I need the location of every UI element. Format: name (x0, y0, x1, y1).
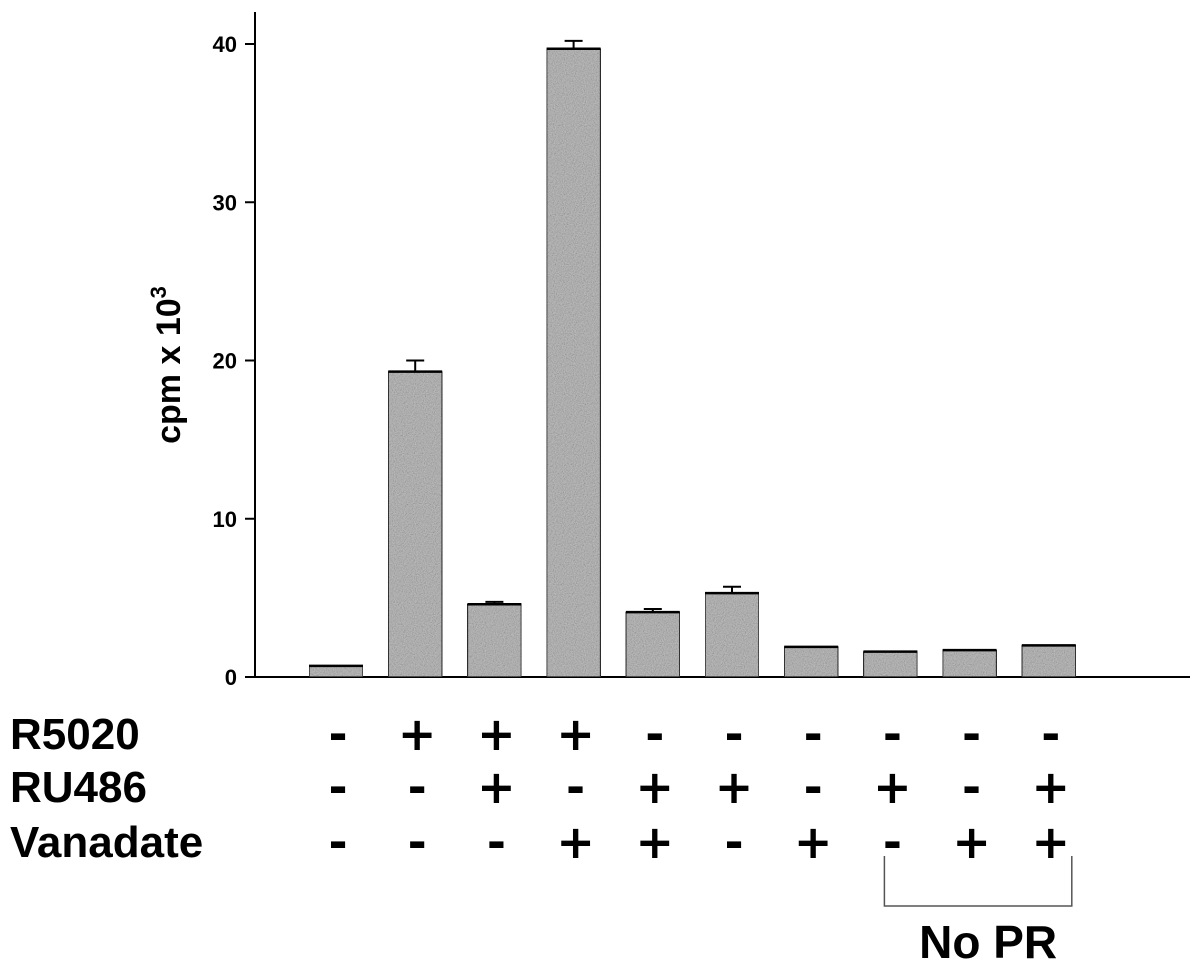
bars (308, 39, 1077, 678)
treatment-sign: - (408, 760, 427, 814)
y-tick-label: 0 (225, 665, 237, 690)
bar (466, 603, 523, 678)
bar (704, 592, 760, 678)
treatment-sign: - (566, 760, 585, 814)
treatment-sign: - (724, 707, 743, 761)
bar (308, 665, 364, 678)
y-axis-label-text: cpm x 10 (150, 298, 188, 444)
y-tick-label: 40 (213, 32, 237, 57)
treatment-sign: + (398, 707, 437, 761)
treatment-sign: - (408, 815, 427, 869)
treatment-sign: + (477, 760, 516, 814)
treatment-label: RU486 (10, 763, 147, 812)
labels: R5020- + + + - - - - - -RU486- - + - + + - + - +Vanadate - -… (10, 707, 1073, 967)
treatment-sign: - (804, 707, 823, 761)
y-tick-label: 30 (213, 190, 237, 215)
bar (387, 370, 443, 678)
treatment-sign: + (952, 815, 991, 869)
treatment-sign: - (487, 815, 506, 869)
treatment-sign: + (1032, 760, 1071, 814)
treatment-sign: - (804, 760, 823, 814)
bar (1021, 644, 1077, 678)
treatment-sign: + (873, 760, 912, 814)
treatment-sign: - (883, 707, 902, 761)
treatment-sign: + (636, 815, 675, 869)
treatment-sign: + (556, 707, 595, 761)
treatment-sign: - (962, 707, 981, 761)
y-tick-label: 10 (213, 507, 237, 532)
group-label: No PR (919, 916, 1057, 967)
axes: 0 10 20 30 40 cpm x 103 (146, 12, 1190, 690)
y-axis-label: cpm x 103 (146, 286, 188, 444)
treatment-sign: - (645, 707, 664, 761)
treatment-sign: + (715, 760, 754, 814)
treatment-sign: + (794, 815, 833, 869)
treatment-sign: + (477, 707, 516, 761)
bar (625, 611, 681, 678)
bar (941, 649, 998, 678)
treatment-sign: + (636, 760, 675, 814)
treatment-sign: - (328, 815, 347, 869)
group-bracket (883, 856, 1073, 907)
treatment-sign: + (1032, 815, 1071, 869)
treatment-label: R5020 (10, 710, 140, 759)
treatment-sign: - (883, 815, 902, 869)
treatment-sign: - (724, 815, 743, 869)
y-axis-label-superscript: 3 (146, 286, 171, 298)
treatment-sign: - (1041, 707, 1060, 761)
treatment-sign: + (556, 815, 595, 869)
treatment-label: Vanadate (10, 818, 203, 867)
bar (783, 646, 839, 678)
bar (545, 47, 602, 678)
treatment-sign: - (328, 760, 347, 814)
treatment-sign: - (962, 760, 981, 814)
treatment-sign: - (328, 707, 347, 761)
bar (862, 650, 919, 678)
y-tick-label: 20 (213, 349, 237, 374)
